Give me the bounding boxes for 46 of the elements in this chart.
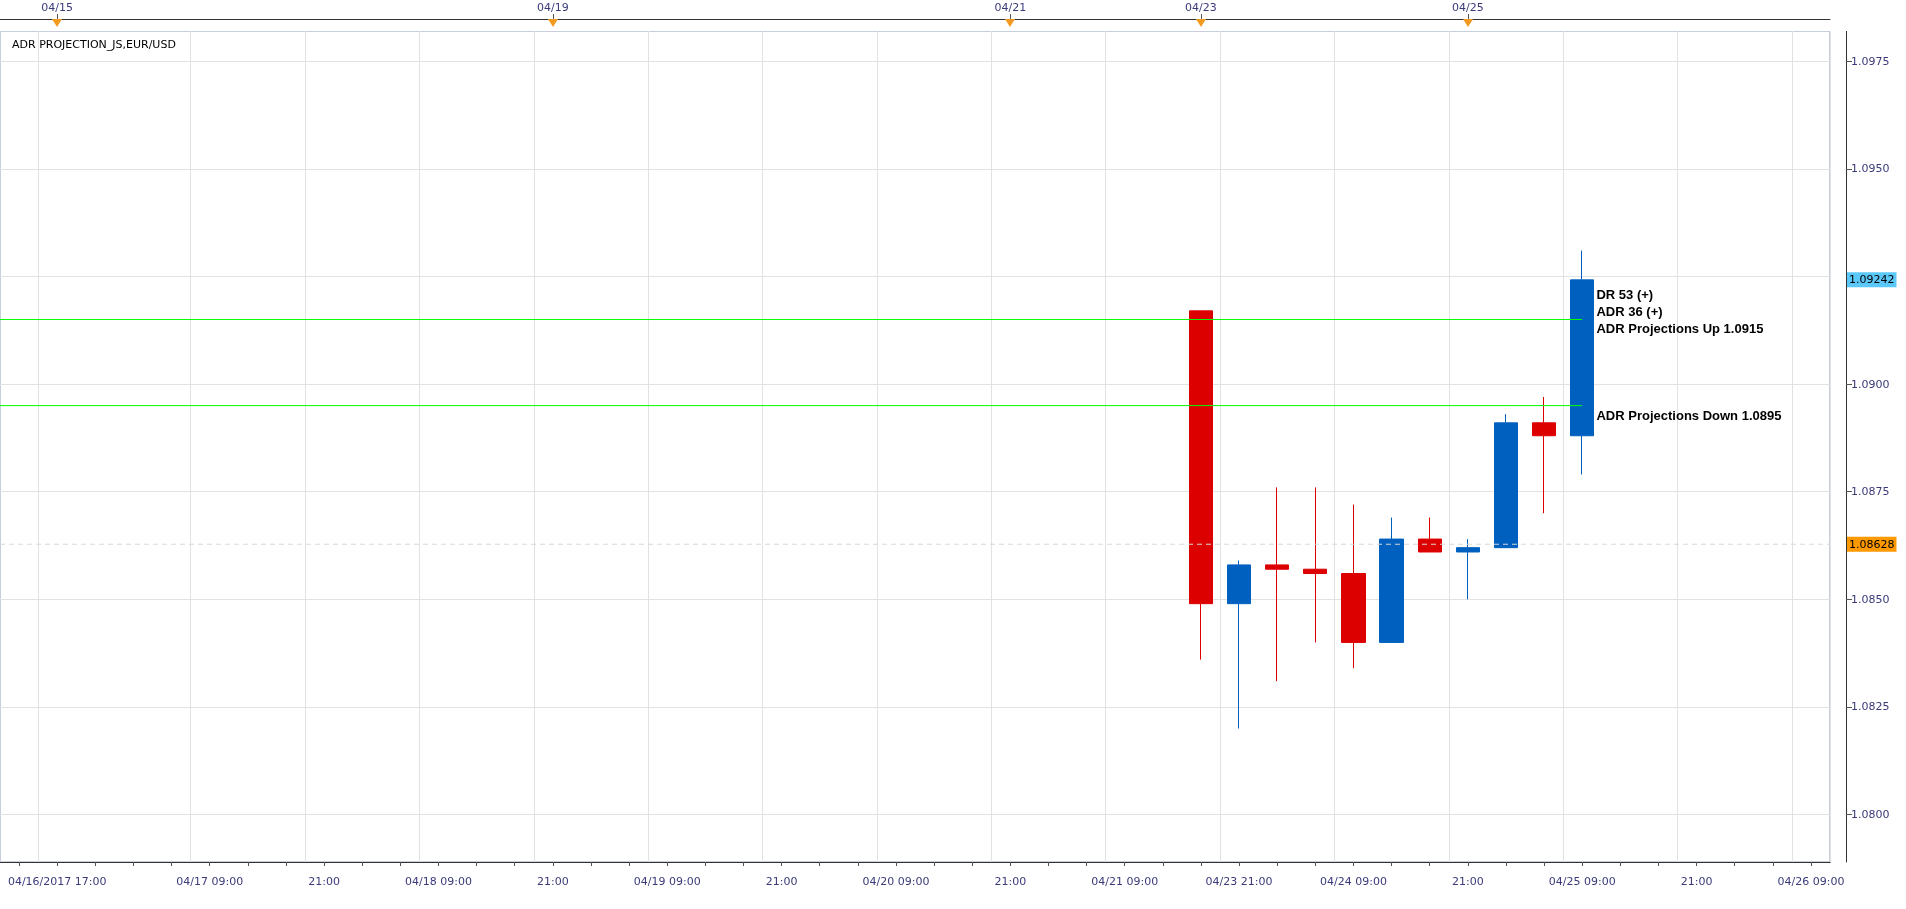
x-tick-label: 04/23 21:00 xyxy=(1205,875,1273,888)
category-label: 04/25 xyxy=(1451,1,1484,14)
candlestick xyxy=(1494,413,1518,549)
candlestick xyxy=(1532,396,1556,514)
y-tick-label: 1.0900 xyxy=(1851,377,1890,391)
x-tick-label: 04/19 09:00 xyxy=(633,875,701,888)
ref-line-label: ADR Projections Down 1.0895 xyxy=(1596,407,1782,423)
x-tick-label: 21:00 xyxy=(765,875,798,888)
y-tick-label: 1.0850 xyxy=(1851,592,1890,606)
x-tick-label: 21:00 xyxy=(1680,875,1713,888)
y-tick-label: 1.0825 xyxy=(1851,700,1890,714)
category-label: 04/23 xyxy=(1185,1,1217,14)
category-label: 04/19 xyxy=(536,1,569,14)
candlestick xyxy=(1570,250,1594,475)
x-tick-label: 04/21 09:00 xyxy=(1091,875,1159,888)
text: ADR PROJECTION_JS,EUR/USD xyxy=(12,38,176,51)
category-label: 04/15 xyxy=(41,1,74,14)
x-tick-label: 04/26 09:00 xyxy=(1777,875,1845,888)
x-tick-label: 21:00 xyxy=(994,875,1027,888)
candlestick xyxy=(1456,538,1480,600)
category-label: 04/21 xyxy=(994,1,1027,14)
candlestick xyxy=(1189,310,1213,661)
y-tick-label: 1.0800 xyxy=(1851,808,1890,822)
x-tick-label: 21:00 xyxy=(536,875,569,888)
annotation: ADR 36 (+) xyxy=(1596,304,1663,320)
y-tick-label: 1.0975 xyxy=(1851,54,1890,68)
candlestick xyxy=(1303,486,1327,643)
annotation: DR 53 (+) xyxy=(1596,287,1654,303)
x-tick-label: 04/17 09:00 xyxy=(176,875,244,888)
candlestick xyxy=(1418,517,1442,553)
ref-line-label: ADR Projections Up 1.0915 xyxy=(1596,321,1764,337)
candlestick xyxy=(1265,486,1289,682)
candlestick xyxy=(1341,504,1366,669)
y-tick-label: 1.0950 xyxy=(1851,162,1890,176)
candlestick xyxy=(1227,560,1251,730)
x-tick-label: 04/20 09:00 xyxy=(862,875,930,888)
x-tick-label: 04/16/2017 17:00 xyxy=(7,875,107,888)
x-tick-label: 21:00 xyxy=(1451,875,1484,888)
y-tick-label: 1.0875 xyxy=(1851,485,1890,499)
x-tick-label: 04/18 09:00 xyxy=(404,875,472,888)
text: 1.09242 xyxy=(1849,273,1895,287)
x-tick-label: 04/24 09:00 xyxy=(1319,875,1387,888)
ref-line-label: 1.08628 xyxy=(1849,537,1895,551)
x-tick-label: 04/25 09:00 xyxy=(1548,875,1616,888)
candlestick xyxy=(1379,517,1404,643)
x-tick-label: 21:00 xyxy=(308,875,340,888)
